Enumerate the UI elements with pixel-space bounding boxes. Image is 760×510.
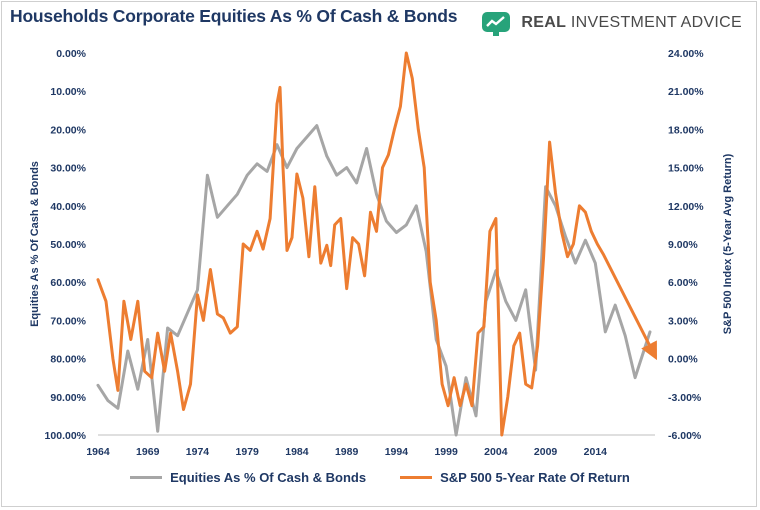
left-tick-label: 80.00% bbox=[50, 354, 86, 366]
right-tick-label: -3.00% bbox=[668, 392, 702, 404]
x-tick-label: 1994 bbox=[385, 446, 409, 458]
equities-series-line bbox=[96, 124, 652, 437]
left-tick-label: 10.00% bbox=[50, 86, 86, 98]
legend-swatch-equities bbox=[130, 476, 163, 479]
x-tick-label: 1979 bbox=[236, 446, 260, 458]
right-tick-label: -6.00% bbox=[668, 430, 702, 442]
left-tick-label: 30.00% bbox=[50, 163, 86, 175]
x-tick-label: 2014 bbox=[584, 446, 608, 458]
chart-board-icon bbox=[482, 12, 511, 36]
left-tick-label: 0.00% bbox=[56, 48, 86, 60]
right-tick-label: 21.00% bbox=[668, 86, 704, 98]
legend-label-sp500: S&P 500 5-Year Rate Of Return bbox=[440, 470, 630, 485]
left-tick-label: 50.00% bbox=[50, 239, 86, 251]
x-tick-label: 2009 bbox=[534, 446, 558, 458]
trend-arrow bbox=[602, 253, 657, 361]
chart-plot: 1964 1969 1974 1979 1984 1989 1994 1999 2004 2009… bbox=[29, 48, 734, 458]
left-tick-label: 90.00% bbox=[50, 392, 86, 404]
left-tick-label: 60.00% bbox=[50, 277, 86, 289]
right-tick-label: 12.00% bbox=[668, 201, 704, 213]
brand-name-bold: REAL bbox=[521, 14, 567, 31]
left-tick-label: 100.00% bbox=[45, 430, 87, 442]
right-tick-label: 18.00% bbox=[668, 124, 704, 136]
right-tick-label: 15.00% bbox=[668, 163, 704, 175]
x-tick-label: 1999 bbox=[434, 446, 458, 458]
brand-name: REAL INVESTMENT ADVICE bbox=[521, 14, 742, 32]
legend-swatch-sp500 bbox=[400, 476, 433, 479]
legend-label-equities: Equities As % Of Cash & Bonds bbox=[170, 470, 367, 485]
brand-logo: REAL INVESTMENT ADVICE bbox=[481, 9, 742, 37]
x-tick-label: 1974 bbox=[186, 446, 210, 458]
legend: Equities As % Of Cash & Bonds S&P 500 5-… bbox=[0, 470, 760, 485]
legend-item-equities: Equities As % Of Cash & Bonds bbox=[130, 470, 366, 485]
legend-item-sp500: S&P 500 5-Year Rate Of Return bbox=[400, 470, 630, 485]
right-tick-label: 9.00% bbox=[668, 239, 698, 251]
x-tick-label: 1984 bbox=[285, 446, 309, 458]
x-tick-label: 2004 bbox=[484, 446, 508, 458]
brand-name-rest: INVESTMENT ADVICE bbox=[566, 14, 742, 31]
right-tick-label: 6.00% bbox=[668, 277, 698, 289]
x-tick-label: 1989 bbox=[335, 446, 359, 458]
left-tick-label: 40.00% bbox=[50, 201, 86, 213]
sp500-series-line bbox=[96, 51, 655, 437]
right-tick-label: 0.00% bbox=[668, 354, 698, 366]
chart-title: Households Corporate Equities As % Of Ca… bbox=[10, 6, 458, 26]
x-tick-label: 1969 bbox=[136, 446, 160, 458]
left-axis-title: Equities As % Of Cash & Bonds bbox=[29, 161, 41, 327]
right-tick-label: 24.00% bbox=[668, 48, 704, 60]
right-tick-label: 3.00% bbox=[668, 315, 698, 327]
left-tick-label: 20.00% bbox=[50, 124, 86, 136]
right-axis-title: S&P 500 Index (5-Year Avg Return) bbox=[722, 153, 734, 334]
x-tick-label: 1964 bbox=[86, 446, 110, 458]
left-tick-label: 70.00% bbox=[50, 315, 86, 327]
